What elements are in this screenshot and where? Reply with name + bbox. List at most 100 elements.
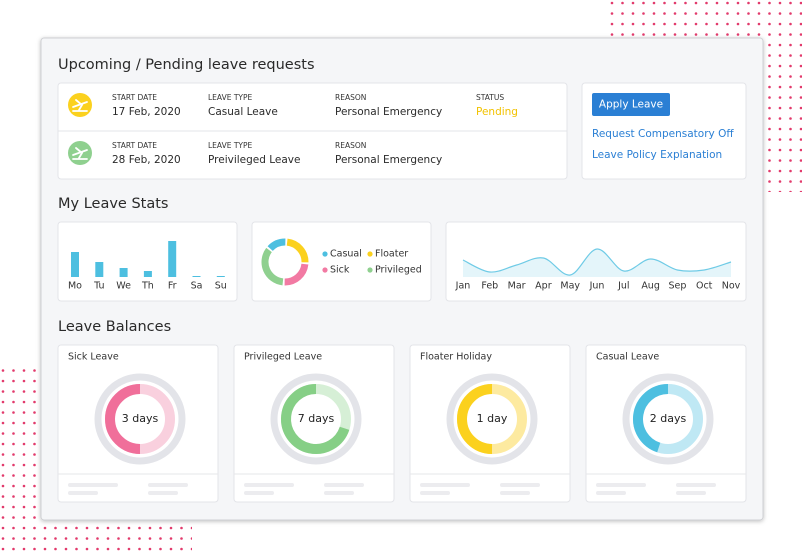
field-label: LEAVE TYPE — [208, 141, 253, 150]
outer-ring — [94, 373, 186, 465]
field-label: REASON — [335, 93, 366, 102]
card-title: Privileged Leave — [244, 352, 322, 363]
bar — [143, 271, 152, 277]
section-title: Leave Balances — [58, 319, 171, 335]
placeholder — [148, 483, 188, 487]
outer-ring — [446, 373, 538, 465]
placeholder — [244, 491, 274, 495]
x-tick-label: Feb — [481, 281, 498, 292]
balance-label: 7 days — [298, 412, 335, 425]
placeholder — [596, 491, 626, 495]
placeholder — [420, 491, 450, 495]
bar — [168, 241, 177, 277]
button-label[interactable]: Apply Leave — [599, 99, 663, 111]
balance-card — [233, 344, 395, 503]
section-title: My Leave Stats — [58, 196, 168, 212]
x-tick-label: Apr — [535, 281, 552, 292]
outer-ring — [622, 373, 714, 465]
placeholder — [500, 491, 530, 495]
x-tick-label: Jul — [617, 281, 629, 292]
x-tick-label: Sep — [668, 281, 686, 292]
placeholder — [676, 483, 716, 487]
placeholder — [324, 491, 354, 495]
placeholder — [676, 491, 706, 495]
donut-segment — [286, 238, 309, 263]
x-tick-label: Nov — [722, 281, 741, 292]
card-title: Floater Holiday — [420, 352, 492, 363]
placeholder — [500, 483, 540, 487]
field-value: Preivileged Leave — [208, 154, 300, 166]
bar — [216, 276, 225, 277]
x-tick-label: Sa — [191, 281, 203, 292]
balance-card — [57, 344, 219, 503]
x-tick-label: Th — [141, 281, 154, 292]
bar — [71, 252, 79, 277]
progress-arc — [281, 384, 350, 454]
placeholder — [244, 483, 294, 487]
x-tick-label: Jan — [455, 281, 471, 292]
donut-segment — [284, 263, 309, 286]
plane-glyph — [72, 99, 88, 112]
placeholder — [596, 483, 646, 487]
x-tick-label: Tu — [93, 281, 104, 292]
chart-card — [57, 221, 238, 302]
apply-button[interactable] — [592, 93, 670, 116]
chart-card — [251, 221, 432, 302]
legend-label: Floater — [375, 249, 408, 260]
field-label: START DATE — [112, 93, 157, 102]
bar — [119, 268, 128, 277]
plane-glyph — [72, 147, 88, 160]
field-label: LEAVE TYPE — [208, 93, 253, 102]
x-tick-label: We — [116, 281, 131, 292]
outer-ring — [270, 373, 362, 465]
field-value: Personal Emergency — [335, 106, 442, 118]
field-value: Casual Leave — [208, 106, 278, 118]
x-tick-label: Su — [215, 281, 227, 292]
legend-dot — [367, 251, 373, 257]
field-value: Personal Emergency — [335, 154, 442, 166]
section-title: Upcoming / Pending leave requests — [58, 57, 315, 73]
card-title: Casual Leave — [596, 352, 659, 363]
field-value: 17 Feb, 2020 — [112, 106, 181, 118]
balance-label: 1 day — [477, 412, 508, 425]
field-label: REASON — [335, 141, 366, 150]
placeholder — [68, 491, 98, 495]
link[interactable]: Request Compensatory Off — [592, 128, 734, 140]
balance-label: 2 days — [650, 412, 687, 425]
x-tick-label: Aug — [641, 281, 660, 292]
field-value: 28 Feb, 2020 — [112, 154, 181, 166]
donut-segment — [267, 238, 286, 252]
legend-label: Privileged — [375, 265, 422, 276]
balance-label: 3 days — [122, 412, 159, 425]
balance-card — [585, 344, 747, 503]
placeholder — [148, 491, 178, 495]
field-value: Pending — [476, 106, 518, 118]
balance-card — [409, 344, 571, 503]
donut-segment — [261, 247, 284, 286]
x-tick-label: Mar — [508, 281, 526, 292]
line — [462, 248, 732, 276]
x-tick-label: Jun — [589, 281, 605, 292]
card-title: Sick Leave — [68, 352, 119, 363]
legend-label: Sick — [330, 265, 350, 276]
x-tick-label: May — [560, 281, 580, 292]
legend-dot — [322, 251, 328, 257]
x-tick-label: Mo — [68, 281, 82, 292]
x-tick-label: Oct — [696, 281, 713, 292]
progress-arc — [633, 384, 669, 453]
bar — [95, 262, 104, 277]
field-label: STATUS — [476, 93, 504, 102]
progress-arc — [105, 384, 141, 454]
x-tick-label: Fr — [168, 281, 177, 292]
field-label: START DATE — [112, 141, 157, 150]
legend-dot — [322, 267, 328, 273]
area — [463, 248, 731, 277]
progress-arc — [457, 384, 493, 454]
placeholder — [324, 483, 364, 487]
placeholder — [420, 483, 470, 487]
legend-dot — [367, 267, 373, 273]
link[interactable]: Leave Policy Explanation — [592, 149, 722, 161]
legend-label: Casual — [330, 249, 362, 260]
